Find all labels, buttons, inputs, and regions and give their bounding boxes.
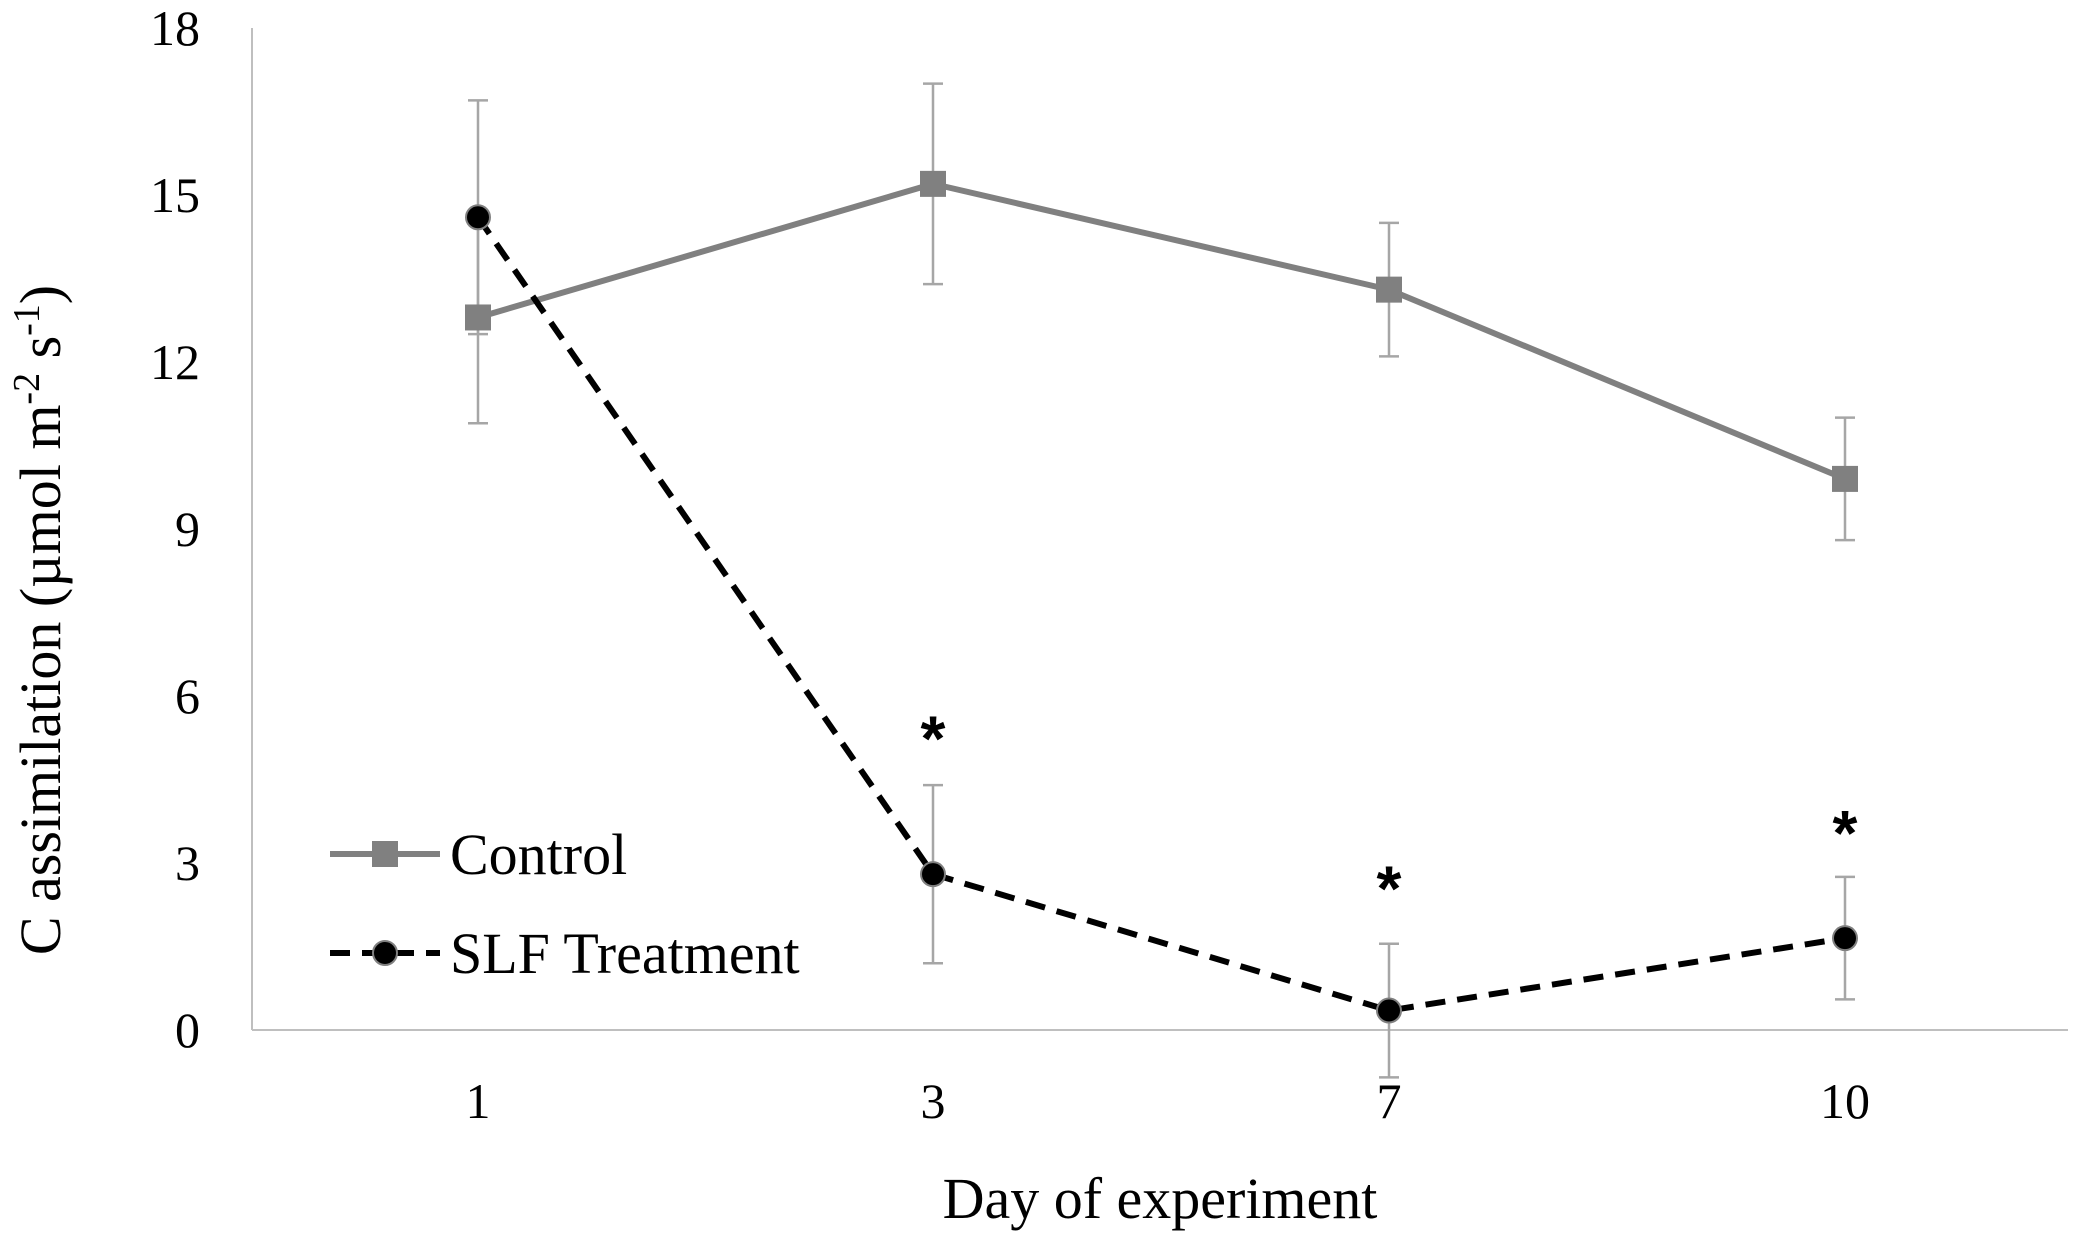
x-tick-labels: 1 3 7 10 bbox=[466, 1073, 1871, 1129]
legend-slf-marker bbox=[372, 940, 398, 966]
significance-annotations: * * * bbox=[921, 702, 1858, 924]
y-tick-label: 18 bbox=[150, 0, 200, 56]
y-tick-label: 0 bbox=[175, 1002, 200, 1058]
data-point-control bbox=[465, 304, 491, 331]
data-point-control bbox=[1376, 276, 1402, 303]
y-tick-label: 3 bbox=[175, 835, 200, 891]
data-point-control bbox=[920, 170, 946, 197]
y-axis-title-sup2: -1 bbox=[6, 304, 48, 336]
series-line-slf-treatment bbox=[475, 215, 1846, 1014]
y-axis-title: C assimilation (µmol m-2 s-1) bbox=[6, 285, 73, 955]
y-tick-label: 9 bbox=[175, 501, 200, 557]
y-axis-title-mid: s bbox=[8, 336, 73, 373]
data-point-slf-treatment bbox=[1376, 997, 1402, 1024]
x-tick-label: 7 bbox=[1377, 1073, 1402, 1129]
y-axis-title-prefix: C assimilation (µmol m bbox=[8, 405, 73, 956]
series-line-control bbox=[477, 180, 1847, 482]
significance-star: * bbox=[1377, 853, 1402, 925]
x-tick-label: 3 bbox=[921, 1073, 946, 1129]
legend: Control SLF Treatment bbox=[330, 822, 800, 986]
y-tick-label: 15 bbox=[150, 167, 200, 223]
x-axis-title: Day of experiment bbox=[943, 1166, 1378, 1231]
x-tick-label: 10 bbox=[1820, 1073, 1870, 1129]
significance-star: * bbox=[921, 702, 946, 774]
x-tick-label: 1 bbox=[466, 1073, 491, 1129]
significance-star: * bbox=[1833, 797, 1858, 869]
axes bbox=[251, 28, 2068, 1031]
legend-item-control: Control bbox=[330, 822, 627, 887]
y-tick-label: 12 bbox=[150, 334, 200, 390]
legend-item-slf-treatment: SLF Treatment bbox=[330, 921, 800, 986]
legend-control-marker bbox=[372, 841, 398, 867]
legend-control-label: Control bbox=[450, 822, 627, 887]
data-point-slf-treatment bbox=[920, 861, 946, 888]
legend-slf-label: SLF Treatment bbox=[450, 921, 800, 986]
data-point-slf-treatment bbox=[465, 204, 491, 231]
data-point-control bbox=[1832, 465, 1858, 492]
y-axis-title-sup1: -2 bbox=[6, 373, 48, 405]
y-tick-label: 6 bbox=[175, 668, 200, 724]
data-point-slf-treatment bbox=[1832, 925, 1858, 952]
series-lines bbox=[475, 180, 1847, 1014]
series-markers bbox=[465, 170, 1858, 1024]
y-tick-labels: 0 3 6 9 12 15 18 bbox=[150, 0, 200, 1058]
y-axis-title-suffix: ) bbox=[8, 285, 73, 304]
